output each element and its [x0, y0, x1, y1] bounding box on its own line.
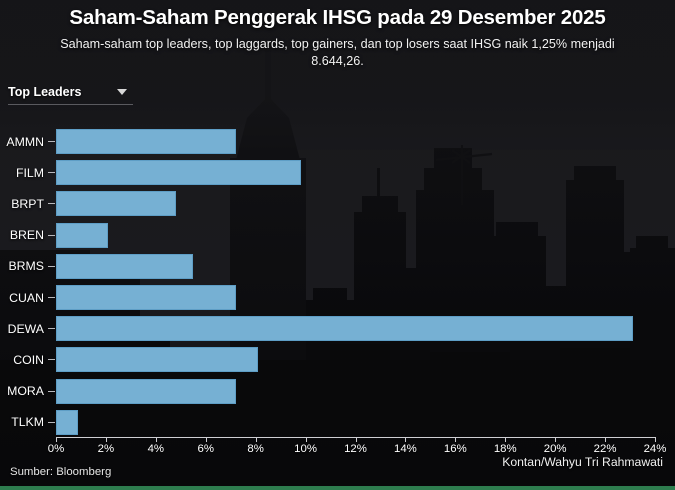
y-axis-tick	[48, 265, 55, 267]
y-axis-tick	[48, 234, 55, 236]
bottom-accent-stripe	[0, 486, 675, 490]
x-axis-tick-label: 12%	[344, 443, 367, 455]
x-axis-tick-label: 24%	[643, 443, 667, 455]
chevron-down-icon	[117, 89, 127, 95]
bar-category-label: AMMN	[6, 134, 44, 149]
bar-row[interactable]: TLKM	[0, 407, 675, 438]
x-axis-tick-label: 16%	[443, 443, 467, 455]
bar-row[interactable]: DEWA	[0, 313, 675, 344]
bar-category-label: TLKM	[11, 415, 44, 430]
source-note: Sumber: Bloomberg	[10, 466, 112, 478]
series-selector-dropdown[interactable]: Top Leaders	[8, 80, 133, 105]
horizontal-bar-chart: AMMN FILM BRPT BREN BRMS CUAN DEWA COIN MORA TLKM	[0, 126, 675, 438]
y-axis-tick	[48, 297, 55, 299]
bar-bren[interactable]	[56, 222, 109, 248]
bar-row[interactable]: BRPT	[0, 188, 675, 219]
bar-dewa[interactable]	[56, 316, 633, 342]
x-axis-tick-label: 0%	[47, 443, 65, 455]
bar-row[interactable]: MORA	[0, 376, 675, 407]
bar-category-label: MORA	[7, 384, 44, 399]
bar-row[interactable]: CUAN	[0, 282, 675, 313]
bar-row[interactable]: FILM	[0, 157, 675, 188]
x-axis-tick-label: 6%	[197, 443, 214, 455]
x-axis-tick	[56, 437, 57, 442]
bar-brms[interactable]	[56, 253, 194, 279]
x-axis-tick	[505, 437, 507, 442]
bar-ammn[interactable]	[56, 129, 236, 155]
x-axis-tick	[655, 437, 656, 442]
bar-cuan[interactable]	[56, 285, 236, 311]
y-axis-tick	[48, 390, 55, 392]
bar-mora[interactable]	[56, 378, 236, 404]
y-axis-tick	[48, 203, 55, 205]
x-axis-tick-label: 10%	[294, 443, 317, 455]
y-axis-tick	[48, 141, 55, 143]
x-axis-tick-label: 18%	[493, 443, 517, 455]
x-axis-tick-label: 20%	[543, 443, 567, 455]
bar-row[interactable]: BRMS	[0, 251, 675, 282]
x-axis-tick-label: 14%	[394, 443, 417, 455]
x-axis-tick	[105, 437, 107, 442]
y-axis-tick	[48, 421, 55, 423]
series-selector-label: Top Leaders	[8, 85, 82, 99]
bar-category-label: CUAN	[9, 290, 44, 305]
x-axis-tick-label: 8%	[247, 443, 264, 455]
x-axis-tick	[455, 437, 457, 442]
x-axis-tick	[305, 437, 307, 442]
bar-rows-container: AMMN FILM BRPT BREN BRMS CUAN DEWA COIN MORA TLKM	[0, 126, 675, 438]
x-axis-tick	[605, 437, 607, 442]
x-axis-tick-label: 22%	[593, 443, 617, 455]
bar-category-label: BRMS	[8, 259, 44, 274]
page-subtitle: Saham-saham top leaders, top laggards, t…	[60, 37, 615, 68]
bar-tlkm[interactable]	[56, 409, 79, 435]
x-axis-tick	[355, 437, 357, 442]
bar-category-label: DEWA	[7, 321, 44, 336]
x-axis-tick	[155, 437, 157, 442]
page-title: Saham-Saham Penggerak IHSG pada 29 Desem…	[69, 6, 606, 29]
bar-category-label: BREN	[9, 228, 44, 243]
bar-film[interactable]	[56, 160, 301, 186]
y-axis-tick	[48, 172, 55, 174]
x-axis-tick	[555, 437, 557, 442]
x-axis-tick	[405, 437, 407, 442]
bar-brpt[interactable]	[56, 191, 176, 217]
bar-category-label: FILM	[15, 165, 44, 180]
bar-category-label: BRPT	[11, 196, 44, 211]
bar-row[interactable]: COIN	[0, 344, 675, 375]
x-axis-tick-label: 4%	[147, 443, 165, 455]
x-axis-tick	[255, 437, 257, 442]
bar-coin[interactable]	[56, 347, 259, 373]
y-axis-tick	[48, 359, 55, 361]
bar-row[interactable]: BREN	[0, 220, 675, 251]
credit-note: Kontan/Wahyu Tri Rahmawati	[502, 455, 663, 469]
y-axis-tick	[48, 328, 55, 330]
x-axis-tick-label: 2%	[97, 443, 115, 455]
bar-row[interactable]: AMMN	[0, 126, 675, 157]
bar-category-label: COIN	[13, 352, 44, 367]
x-axis-tick	[205, 437, 207, 442]
